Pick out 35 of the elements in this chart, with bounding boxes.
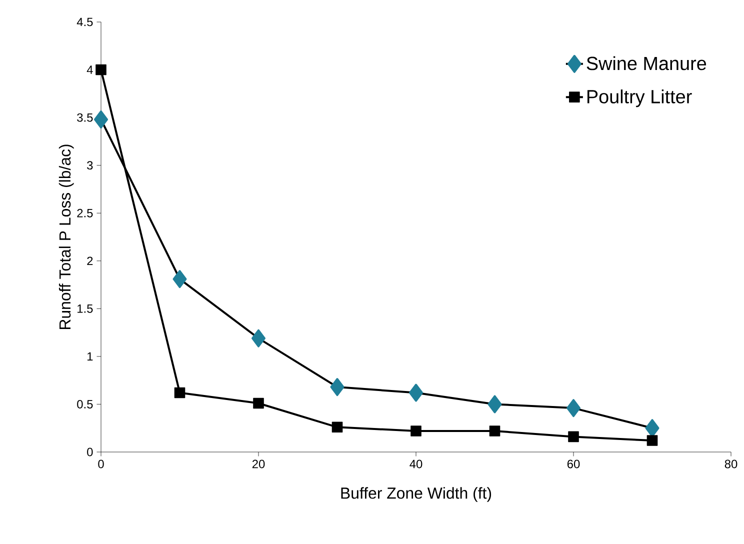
x-tick-label: 20 bbox=[252, 460, 265, 468]
x-tick-label: 0 bbox=[98, 460, 104, 468]
point bbox=[568, 431, 579, 442]
y-tick-label: 0.5 bbox=[77, 400, 93, 408]
point bbox=[488, 395, 502, 414]
y-tick-label: 3 bbox=[87, 161, 93, 170]
point bbox=[253, 398, 264, 409]
point bbox=[172, 270, 187, 288]
x-axis-title: Buffer Zone Width (ft) bbox=[341, 487, 492, 502]
point bbox=[96, 64, 106, 76]
point bbox=[489, 426, 500, 436]
y-tick-label: 2.5 bbox=[77, 208, 93, 218]
point bbox=[410, 426, 422, 436]
y-tick-label: 4.5 bbox=[76, 18, 93, 26]
x-tick-label: 60 bbox=[567, 460, 580, 468]
point bbox=[332, 422, 343, 433]
point bbox=[646, 435, 658, 446]
y-tick-label: 1.5 bbox=[78, 304, 93, 313]
y-tick-label: 2 bbox=[87, 256, 93, 266]
point bbox=[252, 329, 266, 348]
y-tick-label: 1 bbox=[87, 352, 93, 361]
x-tick-label: 40 bbox=[410, 460, 422, 468]
x-tick-label: 80 bbox=[724, 460, 738, 468]
point bbox=[330, 378, 344, 396]
y-tick-label: 3.5 bbox=[77, 113, 93, 122]
point bbox=[409, 384, 424, 402]
point bbox=[94, 110, 108, 128]
y-axis-title: Runoff Total P Loss (lb/ac) bbox=[58, 144, 74, 330]
point bbox=[566, 399, 581, 418]
point bbox=[645, 419, 660, 438]
point bbox=[174, 387, 186, 398]
y-tick-label: 0 bbox=[87, 448, 93, 456]
y-tick-label: 4 bbox=[86, 66, 93, 74]
legend-label: Swine Manure bbox=[586, 56, 706, 70]
legend-label: Poultry Litter bbox=[587, 89, 692, 108]
